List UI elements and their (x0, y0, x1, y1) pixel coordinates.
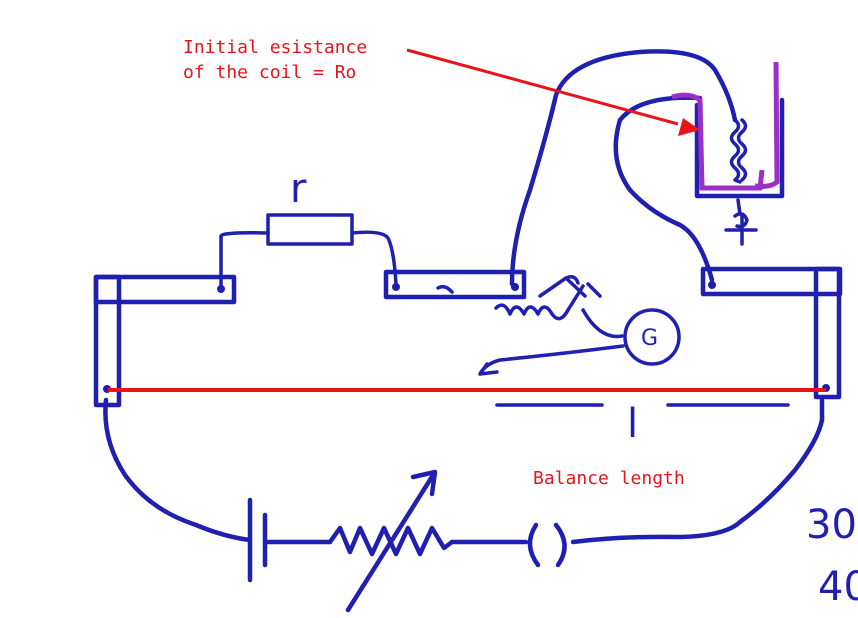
coil-lead-left (509, 49, 738, 287)
balance-length-indicator: l (495, 401, 790, 447)
length-label: l (627, 401, 638, 447)
terminal (708, 281, 716, 289)
margin-number-2: 40 (818, 564, 858, 610)
resistor-label: r (290, 166, 307, 212)
terminal (217, 285, 225, 293)
margin-number-1: 30 (806, 502, 857, 548)
known-resistor: r (219, 166, 398, 287)
coil-beaker (671, 61, 785, 246)
annotation-arrow (406, 48, 700, 136)
balance-length-annotation: Balance length (533, 468, 685, 489)
terminal (392, 283, 400, 291)
coil-annotation-line-2: of the coil = Ro (183, 62, 357, 83)
coil-annotation-line-1: Initial esistance (183, 37, 368, 58)
galvanometer (623, 308, 681, 366)
galvanometer-label: G (641, 326, 658, 351)
middle-copper-strip (383, 269, 527, 300)
battery-circuit (103, 397, 825, 613)
jockey-galvanometer: G (436, 275, 681, 376)
left-copper-strip (93, 274, 237, 408)
right-copper-strip (700, 266, 843, 400)
plug-key (527, 522, 567, 568)
coil-lead-right (613, 95, 715, 283)
